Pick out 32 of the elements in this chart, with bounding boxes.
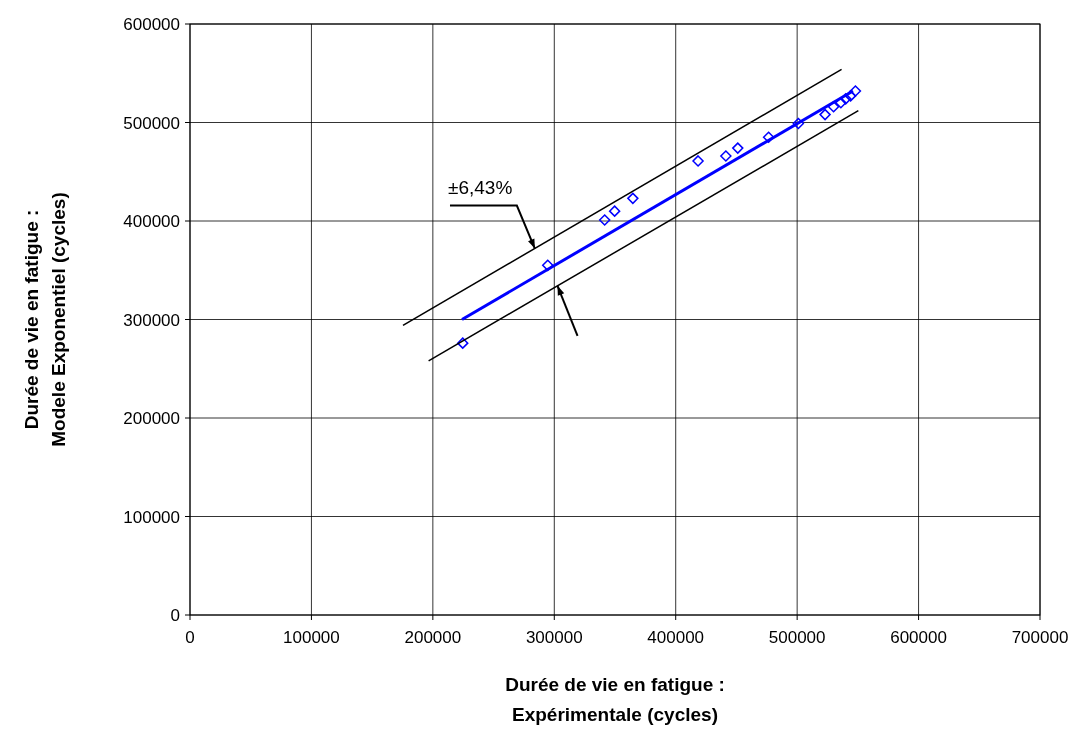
y-tick-label: 400000 <box>123 212 180 231</box>
point <box>608 205 621 217</box>
x-tick-label: 400000 <box>647 628 705 647</box>
point <box>541 259 554 272</box>
annotation: ±6,43% <box>447 176 513 198</box>
point <box>627 192 639 205</box>
point <box>835 97 847 109</box>
y-tick-label: 500000 <box>123 113 180 133</box>
y-tick-label: 200000 <box>123 409 180 428</box>
x-tick-label: 500000 <box>768 628 826 647</box>
point <box>792 117 805 130</box>
y-tick-label: 600000 <box>123 15 180 34</box>
point <box>762 131 775 144</box>
point <box>819 108 831 121</box>
x-axis-title: Durée de vie en fatigue : Expérimentale (cycles) <box>505 674 725 725</box>
x-tick-label: 300000 <box>525 628 583 647</box>
point <box>839 93 852 105</box>
x-tick-label: 200000 <box>404 628 462 647</box>
x-tick-label: 700000 <box>1011 628 1069 647</box>
point <box>732 142 744 154</box>
y-tick-label: 300000 <box>123 310 180 330</box>
y-tick-label: 100000 <box>123 507 180 527</box>
y-axis-title: Durée de vie en fatigue : Modele Exponentiel (cycles) <box>21 192 69 447</box>
point <box>692 155 704 167</box>
point <box>598 214 611 226</box>
y-tick-label: 0 <box>170 606 180 625</box>
x-tick-label: 0 <box>185 628 195 647</box>
x-tick-label: 600000 <box>890 628 947 647</box>
point <box>720 150 732 162</box>
x-tick-label: 100000 <box>283 628 340 647</box>
point <box>456 337 469 349</box>
point <box>849 85 862 97</box>
